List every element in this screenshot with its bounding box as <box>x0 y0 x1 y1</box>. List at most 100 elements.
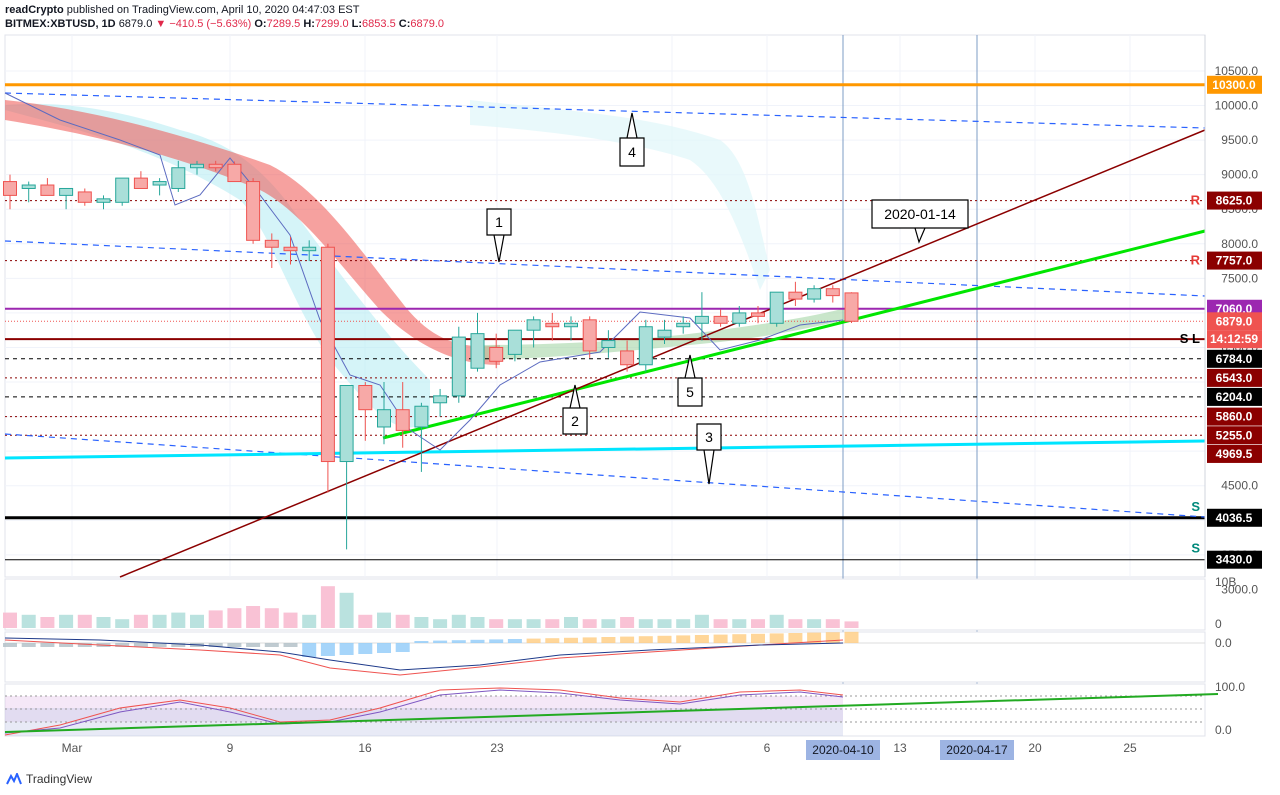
volume-bar <box>694 614 709 628</box>
candle-body <box>227 163 242 183</box>
volume-bar <box>807 619 822 628</box>
price-tag <box>1207 251 1262 270</box>
annotation-5-bubble <box>677 354 703 407</box>
symbol: BITMEX:XBTUSD, 1D <box>5 18 116 30</box>
high-label: H: <box>303 18 315 30</box>
volume-bar <box>96 617 111 628</box>
volume-bar <box>395 614 410 628</box>
candle-body <box>320 246 335 463</box>
indicator-panes: 10B 0 0.0 100.0 0.0 <box>3 575 1245 737</box>
level-marker: R <box>1191 253 1201 268</box>
volume-bar <box>433 619 448 628</box>
candle-body <box>21 184 36 189</box>
price-tick-label: 3000.0 <box>1221 582 1258 596</box>
rsi-pane <box>4 683 1206 737</box>
candle-body <box>152 181 167 186</box>
dashed-trendline-middle <box>4 240 1206 297</box>
price-tag-label: 4036.5 <box>1216 511 1253 525</box>
volume-bar <box>133 614 148 628</box>
macd-histogram-bar <box>713 634 728 643</box>
candle-body <box>638 326 653 366</box>
volume-bar <box>620 617 635 628</box>
open-value: 7289.5 <box>266 18 301 30</box>
down-arrow-icon: ▼ <box>155 18 167 30</box>
candle-body <box>283 246 298 252</box>
price-tick-label: 9000.0 <box>1221 168 1258 182</box>
green-trendline <box>382 229 1206 440</box>
volume-bar <box>190 614 204 628</box>
price-tick-label: 10000.0 <box>1215 99 1259 113</box>
macd-histogram-bar <box>40 643 55 647</box>
trend-lines <box>4 92 1206 578</box>
macd-histogram-bar <box>732 634 747 643</box>
candle-body <box>564 322 578 328</box>
price-tick-label: 8000.0 <box>1221 237 1258 251</box>
candle-body <box>414 405 429 428</box>
macd-histogram-bar <box>77 643 92 647</box>
macd-histogram-bar <box>433 640 448 643</box>
level-marker: S L <box>1180 331 1200 346</box>
volume-bar <box>208 610 223 628</box>
price-tag-label: 14:12:59 <box>1210 332 1258 346</box>
annotation-date-bubble <box>871 199 969 244</box>
candle-body <box>732 312 747 324</box>
annotation-callouts: 1 2 3 4 5 2020-01-14 <box>486 112 969 485</box>
macd-histogram-bar <box>526 638 541 643</box>
macd-histogram-bar <box>657 635 672 643</box>
volume-bar <box>246 606 261 628</box>
macd-histogram-bar <box>507 639 522 643</box>
macd-histogram-bar <box>769 633 784 643</box>
macd-histogram-bar <box>358 643 373 654</box>
candle-body <box>59 187 74 196</box>
candle-body <box>339 384 354 463</box>
time-axis[interactable]: Mar 9 16 23 Apr 6 13 20 25 2020-04-10 2020-04-17 <box>62 740 1137 760</box>
volume-bar <box>713 619 728 628</box>
macd-histogram-bar <box>620 636 635 643</box>
low-label: L: <box>351 18 363 30</box>
macd-histogram-bar <box>115 643 130 647</box>
price-tag-label: 5255.0 <box>1216 428 1253 442</box>
macd-signal-line <box>4 639 844 676</box>
moving-average-band <box>5 100 500 365</box>
macd-histogram-bar <box>283 643 298 647</box>
time-tick-label: 25 <box>1123 741 1137 755</box>
macd-histogram-bar <box>545 638 560 643</box>
volume-bar <box>844 621 859 628</box>
candle-body <box>133 177 148 189</box>
candle-body <box>395 409 410 431</box>
candle-body <box>751 312 765 317</box>
high-value: 7299.0 <box>314 18 349 30</box>
macd-histogram-bar <box>414 641 429 643</box>
annotation-3: 3 <box>705 429 713 445</box>
volume-bar <box>545 619 560 628</box>
price-axis[interactable]: 10500.010000.09500.09000.08500.08000.075… <box>1180 35 1262 596</box>
time-tick-label: 20 <box>1028 741 1042 755</box>
volume-bar <box>769 614 784 628</box>
author: readCrypto <box>5 4 64 16</box>
price-tag <box>1207 312 1262 331</box>
volume-bar <box>470 617 485 628</box>
price-tag <box>1207 444 1262 463</box>
price-tag <box>1207 387 1262 406</box>
price-tag-label: 7060.0 <box>1216 302 1253 316</box>
price-tick-label: 7500.0 <box>1221 271 1258 285</box>
rsi-axis-label: 100.0 <box>1215 680 1245 694</box>
price-change: −410.5 (−5.63%) <box>169 18 252 30</box>
candle-body <box>77 191 92 203</box>
price-tag <box>1207 75 1262 94</box>
price-tag <box>1207 349 1262 368</box>
macd-histogram-bar <box>152 643 167 647</box>
candle-body <box>190 163 204 169</box>
ohlc-line: BITMEX:XBTUSD, 1D 6879.0 ▼ −410.5 (−5.63… <box>5 17 444 31</box>
open-label: O: <box>254 18 267 30</box>
macd-histogram-bar <box>21 643 36 647</box>
volume-bar <box>564 617 578 628</box>
candle-body <box>694 315 709 324</box>
price-tag-label: 6784.0 <box>1216 352 1253 366</box>
volume-bar <box>732 619 747 628</box>
time-tick-label: 16 <box>358 741 372 755</box>
volume-bar <box>377 612 391 628</box>
price-tag-label: 5860.0 <box>1216 410 1253 424</box>
price-tick-label: 10500.0 <box>1215 64 1259 78</box>
